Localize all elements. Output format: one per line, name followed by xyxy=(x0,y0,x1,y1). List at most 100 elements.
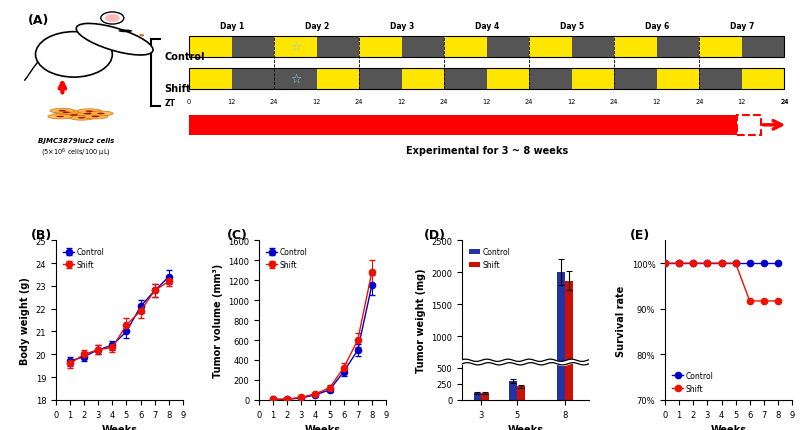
Bar xyxy=(614,69,657,90)
Y-axis label: Tumor volume (mm³): Tumor volume (mm³) xyxy=(213,263,222,378)
Circle shape xyxy=(58,111,66,112)
Bar xyxy=(359,37,402,58)
Ellipse shape xyxy=(101,13,124,25)
Circle shape xyxy=(78,118,86,119)
Bar xyxy=(232,69,274,90)
Bar xyxy=(486,69,530,90)
Text: (B): (B) xyxy=(30,228,52,241)
Bar xyxy=(657,69,699,90)
Text: 24: 24 xyxy=(355,99,363,105)
Line: Control: Control xyxy=(662,261,781,267)
Y-axis label: Body weight (g): Body weight (g) xyxy=(20,276,30,364)
Bar xyxy=(444,69,486,90)
Text: Day 3: Day 3 xyxy=(390,22,414,31)
Shift xyxy=(745,299,754,304)
Text: Day 7: Day 7 xyxy=(730,22,754,31)
Text: Day 1: Day 1 xyxy=(219,22,244,31)
Text: 12: 12 xyxy=(227,99,236,105)
Circle shape xyxy=(77,110,102,114)
Text: ZT: ZT xyxy=(164,99,175,108)
Shift xyxy=(702,261,712,266)
Text: (A): (A) xyxy=(28,15,50,28)
Bar xyxy=(572,37,614,58)
Legend: Control, Shift: Control, Shift xyxy=(60,245,107,273)
Shift xyxy=(773,299,782,304)
Bar xyxy=(742,37,784,58)
Legend: Control, Shift: Control, Shift xyxy=(466,245,514,273)
Bar xyxy=(359,69,402,90)
Shift xyxy=(717,261,726,266)
Text: ☆: ☆ xyxy=(290,73,301,86)
Text: 24: 24 xyxy=(780,99,789,105)
Bar xyxy=(189,37,784,58)
Control xyxy=(717,261,726,266)
Shift xyxy=(660,261,670,266)
Control xyxy=(731,261,741,266)
Bar xyxy=(189,37,232,58)
Text: Control: Control xyxy=(165,52,205,62)
Bar xyxy=(317,69,359,90)
Circle shape xyxy=(54,111,78,115)
Shift xyxy=(674,261,684,266)
Circle shape xyxy=(70,115,78,117)
Control xyxy=(660,261,670,266)
Bar xyxy=(274,37,317,58)
Control xyxy=(773,261,782,266)
Bar xyxy=(699,37,742,58)
Shift xyxy=(731,261,741,266)
Text: 24: 24 xyxy=(270,99,278,105)
Text: Day 2: Day 2 xyxy=(305,22,329,31)
Bar xyxy=(558,273,565,400)
Ellipse shape xyxy=(76,25,153,56)
Text: 0: 0 xyxy=(187,99,191,105)
Text: (E): (E) xyxy=(630,228,650,241)
Bar xyxy=(742,69,784,90)
Circle shape xyxy=(50,109,74,114)
Text: Shift: Shift xyxy=(165,83,191,93)
Text: Day 4: Day 4 xyxy=(474,22,499,31)
Text: 24: 24 xyxy=(780,99,789,105)
Bar xyxy=(317,37,359,58)
Bar xyxy=(737,116,761,135)
Bar xyxy=(474,393,482,400)
Bar xyxy=(510,381,517,400)
Y-axis label: Tumor weight (mg): Tumor weight (mg) xyxy=(416,268,426,372)
Bar xyxy=(482,393,489,400)
Circle shape xyxy=(86,111,93,113)
Ellipse shape xyxy=(106,15,119,23)
Text: 12: 12 xyxy=(738,99,746,105)
Bar xyxy=(530,37,572,58)
Bar xyxy=(565,281,573,400)
Text: 12: 12 xyxy=(398,99,406,105)
X-axis label: Weeks: Weeks xyxy=(710,424,746,430)
Circle shape xyxy=(89,112,113,117)
Text: 24: 24 xyxy=(440,99,449,105)
Y-axis label: Survival rate: Survival rate xyxy=(616,285,626,356)
Bar xyxy=(402,69,444,90)
Circle shape xyxy=(83,115,108,120)
Control xyxy=(745,261,754,266)
Text: 12: 12 xyxy=(482,99,491,105)
X-axis label: Weeks: Weeks xyxy=(507,424,543,430)
Bar xyxy=(274,69,317,90)
Bar xyxy=(232,37,274,58)
Bar xyxy=(530,69,572,90)
Text: Day 5: Day 5 xyxy=(560,22,584,31)
Control xyxy=(689,261,698,266)
Bar xyxy=(189,116,737,135)
X-axis label: Weeks: Weeks xyxy=(305,424,341,430)
Line: Shift: Shift xyxy=(662,261,781,304)
Text: 24: 24 xyxy=(695,99,703,105)
Bar xyxy=(657,37,699,58)
Text: Day 6: Day 6 xyxy=(645,22,669,31)
Bar xyxy=(486,37,530,58)
Control xyxy=(702,261,712,266)
Text: ☆: ☆ xyxy=(290,41,301,54)
Circle shape xyxy=(84,114,91,115)
Circle shape xyxy=(97,114,105,115)
Circle shape xyxy=(48,115,72,120)
Bar xyxy=(572,69,614,90)
Circle shape xyxy=(56,117,64,118)
Bar xyxy=(444,37,486,58)
Bar xyxy=(189,69,232,90)
